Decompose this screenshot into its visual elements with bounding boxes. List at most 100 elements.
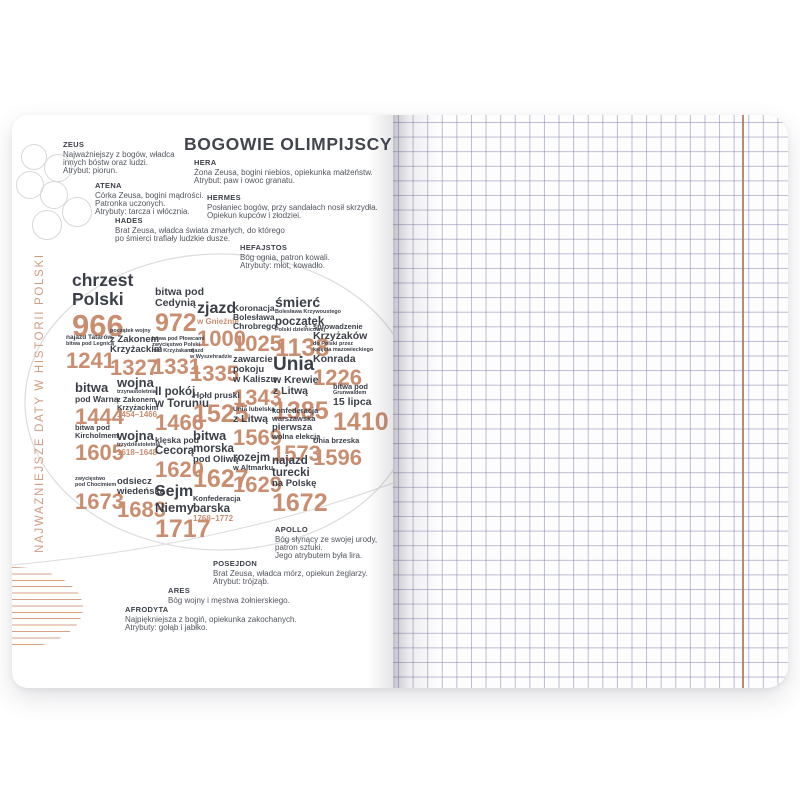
date-year: 1444 (75, 403, 124, 429)
date-tile-sejm-niemy: Sejm Niemy 1717 (155, 483, 211, 543)
god-name: AFRODYTA (125, 605, 169, 614)
date-label-line: z Zakonem (117, 394, 156, 404)
date-tile-chocim: zwycięstwo pod Chocimiem 1673 (75, 476, 124, 514)
date-label-line: Polski (72, 288, 124, 309)
dates-side-title: NAJWAŻNIEJSZE DATY W HISTORII POLSKI (34, 253, 46, 553)
date-tile-najazd-turecki: najazd turecki na Polskę 1672 (272, 455, 328, 517)
date-label-line: pod Oliwą (193, 453, 239, 465)
god-description: Żona Zeusa, bogini niebios, opiekunka ma… (194, 167, 373, 185)
god-name: APOLLO (275, 525, 309, 534)
date-tile-pokoj-torun: II pokój w Toruniu 1466 (155, 386, 209, 435)
date-tile-unia-brzeska: Unia brzeska 1596 (313, 436, 362, 470)
date-tile-hold-pruski: Hołd pruski 1525 (193, 390, 249, 428)
date-label-line: księcia mazowieckiego (313, 346, 374, 353)
date-tile-plowce: bitwa pod Płowcami zwycięstwo Polski nad K… (152, 336, 205, 380)
date-tile-chrzest-polski: chrzest Polski 966 (72, 271, 133, 343)
date-year: 1596 (313, 444, 362, 470)
god-description: Córka Zeusa, bogini mądrości. Patronka u… (95, 190, 204, 217)
date-label-line: barska (193, 502, 231, 515)
date-tile-wojna-zakon-1327: początek wojny z Zakonem Krzyżackim 1327 (110, 328, 163, 380)
date-label-line: wiedeńska (117, 486, 166, 498)
god-name: HERMES (207, 193, 241, 202)
date-label-line: rozejm (233, 452, 271, 464)
date-year: 1618–1648 (117, 447, 158, 457)
date-label-line: Krzyżackim (110, 343, 163, 355)
date-label-line: w Wyszehradzie (190, 353, 233, 360)
right-page-squared (393, 115, 788, 688)
god-name: HERA (194, 158, 217, 167)
god-entry: HADES Brat Zeusa, władca świata zmarłych,… (115, 216, 285, 243)
date-label-line: najazd Tatarów (66, 334, 113, 341)
god-description: Bóg wojny i męstwa żołnierskiego. (168, 595, 290, 605)
left-page: BOGOWIE OLIMPIJSCY ZEUS Najważniejszy z b… (12, 115, 393, 688)
date-year: 1025 (233, 331, 282, 356)
god-entry: ARES Bóg wojny i męstwa żołnierskiego. (168, 586, 290, 605)
date-label-line: bitwa (75, 380, 109, 395)
date-label-line: Hołd pruski (193, 390, 240, 400)
date-label-line: z Litwą (273, 385, 309, 398)
date-tile-odsiecz-wiedenska: odsiecz wiedeńska 1683 (117, 476, 166, 523)
date-label-line: Konrada (313, 352, 356, 365)
god-name: HEFAJSTOS (240, 243, 288, 252)
date-tile-sprowadzenie-krzyzakow: sprowadzenie Krzyżaków do Polski przez księ… (313, 322, 374, 390)
date-year: w Gnieźnie (197, 316, 239, 326)
date-label-line: zawarcie (233, 354, 273, 365)
date-year: 1410 (333, 407, 389, 436)
date-label-line: bitwa pod (155, 286, 204, 298)
god-entry: APOLLO Bóg słynący ze swojej urody, patro… (275, 525, 377, 561)
date-tile-konfederacja-barska: Konfederacja barska 1768–1772 (193, 495, 241, 524)
date-label-line: śmierć (275, 294, 321, 310)
date-label-line: Grunwaldem (333, 389, 367, 396)
date-year: 1717 (155, 514, 211, 543)
date-year: 1335 (190, 360, 239, 386)
date-label-line: konfederacja (272, 406, 319, 415)
date-label-line: Cecorą (155, 445, 194, 457)
date-tile-unia-krewo: Unia w Krewie z Litwą 1385 (273, 354, 329, 425)
date-tile-bitwa-cedynia: bitwa pod Cedynią 972 (155, 286, 204, 337)
date-label-line: odsiecz (117, 476, 152, 487)
date-label-line: warszawska (272, 413, 316, 423)
date-year: 1331 (152, 354, 201, 380)
date-label-line: Koronacja (233, 303, 275, 313)
date-year: 1605 (75, 439, 124, 465)
date-tile-warna: bitwa pod Warną 1444 (75, 381, 124, 428)
god-description: Najpiękniejsza z bogiń, opiekunka zakoch… (125, 614, 297, 632)
date-label-line: Polski dzielnicowej (275, 326, 326, 333)
date-year: 1327 (110, 354, 159, 380)
date-year: 1454–1466 (117, 410, 158, 420)
circle-icon (21, 144, 47, 170)
god-entry: HERA Żona Zeusa, bogini niebios, opiekunk… (194, 158, 373, 185)
date-label-line: w Altmarku (233, 463, 274, 473)
date-tile-najazd-tatarow: najazd Tatarów bitwa pod Legnicą 1241 (66, 334, 115, 372)
date-tile-zjazd-wyszehrad: zjazd w Wyszehradzie 1335 (190, 348, 239, 386)
circle-icon (62, 197, 92, 227)
margin-line (742, 115, 744, 688)
date-year: 1673 (75, 488, 124, 514)
circle-icon (32, 210, 62, 240)
date-year: 1620 (155, 457, 204, 483)
date-label-line: pod Warną (75, 393, 119, 404)
date-tile-kircholm: bitwa pod Kircholmem 1605 (75, 424, 124, 465)
date-year: 1683 (117, 497, 166, 523)
date-label-line: w Kaliszu (233, 374, 277, 386)
date-tile-wolna-elekcja: konfederacja warszawska pierwsza wolna elek… (272, 406, 321, 466)
date-label-line: zjazd (190, 348, 204, 354)
stripes-ornament (12, 567, 84, 649)
date-label-line: Unia (273, 354, 315, 375)
god-entry: POSEJDON Brat Zeusa, władca mórz, opiekun… (213, 559, 368, 586)
god-description: Brat Zeusa, władca mórz, opiekun żeglarz… (213, 568, 368, 586)
date-label-line: nad Krzyżakami (152, 347, 194, 354)
god-entry: AFRODYTA Najpiękniejsza z bogiń, opiekunk… (125, 605, 297, 632)
date-label-line: sprowadzenie (313, 322, 363, 331)
date-label-line: bitwa (193, 428, 227, 443)
god-name: ATENA (95, 181, 122, 190)
date-label-line: Unia brzeska (313, 436, 360, 445)
date-tile-pokoj-kalisz: zawarcie pokoju w Kaliszu 1343 (233, 354, 282, 411)
date-label-line: Sejm (155, 483, 194, 500)
date-year: 1466 (155, 410, 204, 436)
god-entry: ZEUS Najważniejszy z bogów, władca innych… (63, 140, 175, 176)
date-label-line: 15 lipca (333, 395, 372, 408)
page-title: BOGOWIE OLIMPIJSCY (184, 134, 393, 154)
date-label-line: Kircholmem (75, 430, 119, 440)
date-year: 1343 (233, 385, 282, 411)
